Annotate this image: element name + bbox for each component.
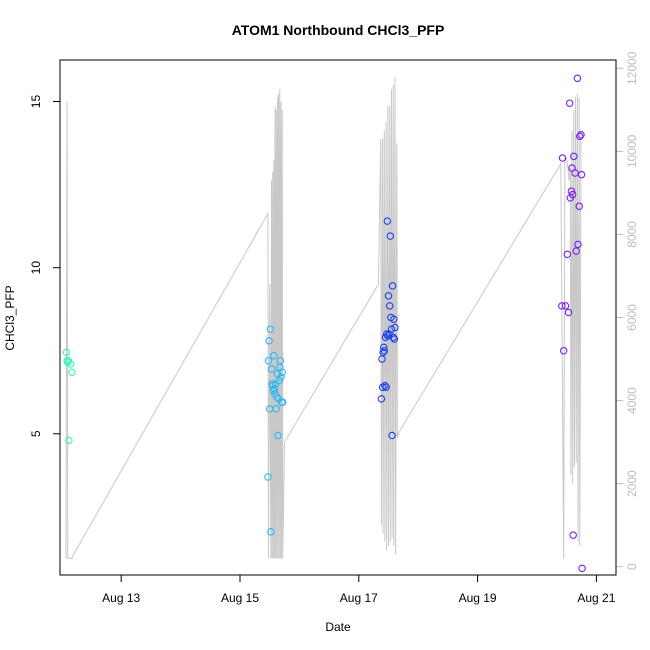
- data-point-s5-1: [578, 564, 586, 573]
- y-tick-label-3: 15: [29, 95, 43, 109]
- data-point-s4-1: [558, 302, 566, 310]
- x-tick-label-4: Aug 19: [459, 591, 497, 605]
- y2-tick-label-6: 10000: [625, 134, 639, 168]
- data-point-s4-5: [563, 250, 572, 259]
- data-point-s3-12: [384, 332, 392, 340]
- data-point-s3-9: [382, 383, 390, 392]
- data-point-s2-25: [278, 368, 286, 377]
- x-tick-label-2: Aug 15: [221, 591, 259, 605]
- data-point-s4-15: [572, 247, 580, 255]
- data-point-s2-3: [265, 337, 273, 345]
- y2-tick-label-4: 6000: [625, 304, 639, 331]
- x-tick-label-5: Aug 21: [577, 591, 615, 605]
- chart-title: ATOM1 Northbound CHCl3_PFP: [232, 22, 445, 38]
- data-point-s2-26: [279, 398, 287, 406]
- x-axis-label: Date: [325, 620, 351, 634]
- data-point-s2-2: [264, 356, 273, 365]
- y-tick-label-1: 5: [29, 430, 43, 437]
- data-point-s3-24: [391, 323, 399, 332]
- y2-tick-label-1: 0: [625, 563, 639, 570]
- data-point-s4-12: [569, 531, 577, 539]
- data-point-s3-11: [383, 217, 392, 225]
- data-point-s2-18: [274, 431, 282, 440]
- data-point-s2-11: [270, 351, 278, 360]
- data-point-s2-7: [267, 365, 276, 373]
- data-point-s4-16: [573, 74, 582, 83]
- data-point-s4-18: [575, 202, 583, 210]
- data-point-s3-4: [379, 348, 387, 357]
- data-point-s2-15: [272, 405, 280, 413]
- data-points-layer: [62, 74, 586, 573]
- data-point-s4-21: [577, 170, 586, 179]
- data-point-s4-2: [558, 154, 567, 162]
- data-point-s2-6: [267, 528, 275, 536]
- data-point-s3-20: [388, 282, 397, 290]
- data-point-s1-5: [65, 436, 73, 445]
- data-point-s3-18: [387, 325, 396, 333]
- data-point-s4-20: [577, 131, 585, 139]
- data-point-s2-23: [277, 373, 285, 382]
- data-point-s1-7: [68, 368, 76, 377]
- y2-tick-label-5: 8000: [625, 221, 639, 248]
- data-point-s3-21: [389, 333, 397, 342]
- data-point-s1-6: [66, 360, 75, 368]
- data-point-s4-11: [568, 190, 577, 199]
- data-point-s4-3: [559, 346, 568, 355]
- x-tick-label-3: Aug 17: [340, 591, 378, 605]
- data-point-s3-3: [378, 383, 387, 392]
- data-point-s2-22: [276, 356, 285, 365]
- data-point-s4-6: [564, 308, 573, 317]
- y2-tick-label-2: 2000: [625, 470, 639, 497]
- data-point-s3-10: [382, 330, 391, 338]
- data-point-s4-17: [574, 240, 582, 249]
- data-point-s4-4: [561, 302, 570, 310]
- data-point-s3-23: [390, 335, 399, 343]
- data-point-s1-1: [62, 348, 71, 357]
- data-point-s4-13: [570, 152, 578, 161]
- data-point-s3-19: [388, 431, 396, 440]
- data-point-s3-5: [379, 343, 388, 352]
- y2-tick-label-3: 4000: [625, 387, 639, 414]
- plot-frame: [59, 59, 617, 576]
- altitude-series-line: [65, 76, 582, 559]
- data-point-s2-16: [273, 393, 281, 401]
- data-point-s4-9: [567, 187, 576, 195]
- altitude-line-layer: [65, 76, 582, 559]
- data-point-s3-22: [390, 315, 398, 323]
- x-tick-label-1: Aug 13: [102, 591, 140, 605]
- data-point-s3-1: [377, 395, 386, 403]
- data-point-s2-5: [266, 325, 275, 333]
- axes-layer: Aug 13 Aug 15 Aug 17 Aug 19 Aug 21 5 10 15 0 2000…: [29, 51, 639, 605]
- y2-tick-label-7: 12000: [625, 51, 639, 85]
- data-point-s2-12: [270, 385, 279, 393]
- data-point-s4-19: [576, 132, 584, 141]
- data-point-s2-1: [264, 473, 272, 481]
- data-point-s3-13: [384, 292, 393, 300]
- data-point-s3-7: [381, 381, 389, 390]
- y-tick-label-2: 10: [29, 261, 43, 275]
- data-point-s3-16: [386, 232, 395, 240]
- data-point-s4-7: [565, 99, 574, 107]
- y-axis-label: CHCl3_PFP: [3, 285, 17, 350]
- data-point-s3-6: [380, 346, 389, 355]
- data-point-s3-15: [385, 302, 394, 310]
